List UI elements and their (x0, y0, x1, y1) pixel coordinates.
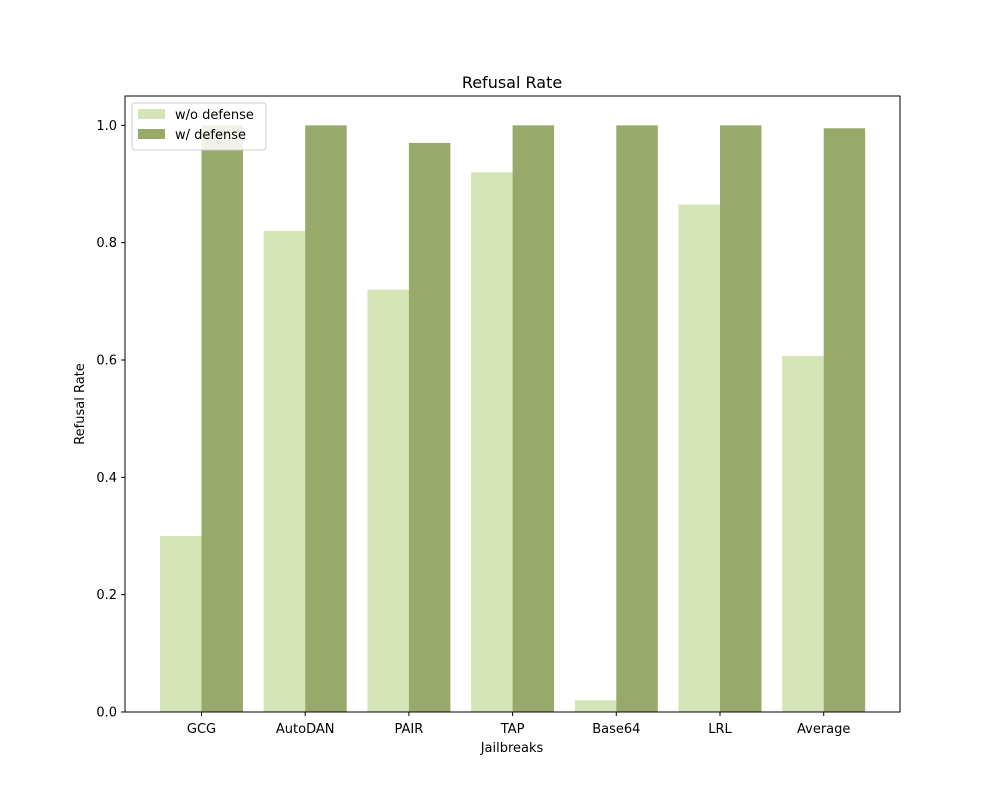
x-tick-label: AutoDAN (276, 722, 335, 737)
chart-title: Refusal Rate (462, 73, 562, 92)
legend-label: w/o defense (175, 108, 254, 123)
bar-without-defense-autodan (263, 230, 306, 712)
bar-with-defense-autodan (305, 125, 347, 713)
bar-with-defense-base64 (616, 125, 658, 713)
y-tick-label: 0.4 (96, 471, 117, 486)
bar-without-defense-gcg (160, 536, 202, 712)
x-tick-label: TAP (500, 722, 525, 737)
legend: w/o defense w/ defense (131, 102, 267, 151)
y-axis: 0.0 0.2 0.4 0.6 0.8 1.0 (96, 119, 125, 721)
bar-without-defense-base64 (574, 700, 617, 712)
legend-label: w/ defense (175, 128, 246, 143)
bar-with-defense-pair (408, 142, 451, 712)
bar-without-defense-pair (367, 289, 409, 712)
x-tick-label: Base64 (592, 722, 640, 737)
y-tick-label: 0.0 (96, 706, 117, 721)
y-axis-title: Refusal Rate (73, 363, 88, 445)
y-tick-label: 0.2 (96, 588, 117, 603)
y-tick-label: 0.6 (96, 354, 117, 369)
x-tick-label: LRL (708, 722, 732, 737)
legend-swatch (138, 109, 165, 119)
bar-without-defense-tap (471, 172, 513, 712)
bar-with-defense-average (823, 128, 866, 712)
bar-with-defense-lrl (720, 125, 762, 713)
bar-without-defense-lrl (678, 204, 720, 713)
x-tick-label: PAIR (395, 722, 424, 737)
bar-with-defense-tap (512, 125, 555, 713)
x-tick-label: GCG (187, 722, 216, 737)
y-tick-label: 0.8 (96, 236, 117, 251)
bar-without-defense-average (782, 355, 824, 712)
legend-swatch (138, 129, 165, 139)
bars-group (160, 125, 866, 713)
y-tick-label: 1.0 (96, 119, 117, 134)
x-tick-label: Average (797, 722, 850, 737)
x-axis-title: Jailbreaks (480, 741, 544, 756)
bar-with-defense-gcg (201, 125, 243, 713)
legend-frame (131, 102, 267, 151)
x-axis: GCG AutoDAN PAIR TAP Base64 LRL Average (187, 712, 850, 737)
